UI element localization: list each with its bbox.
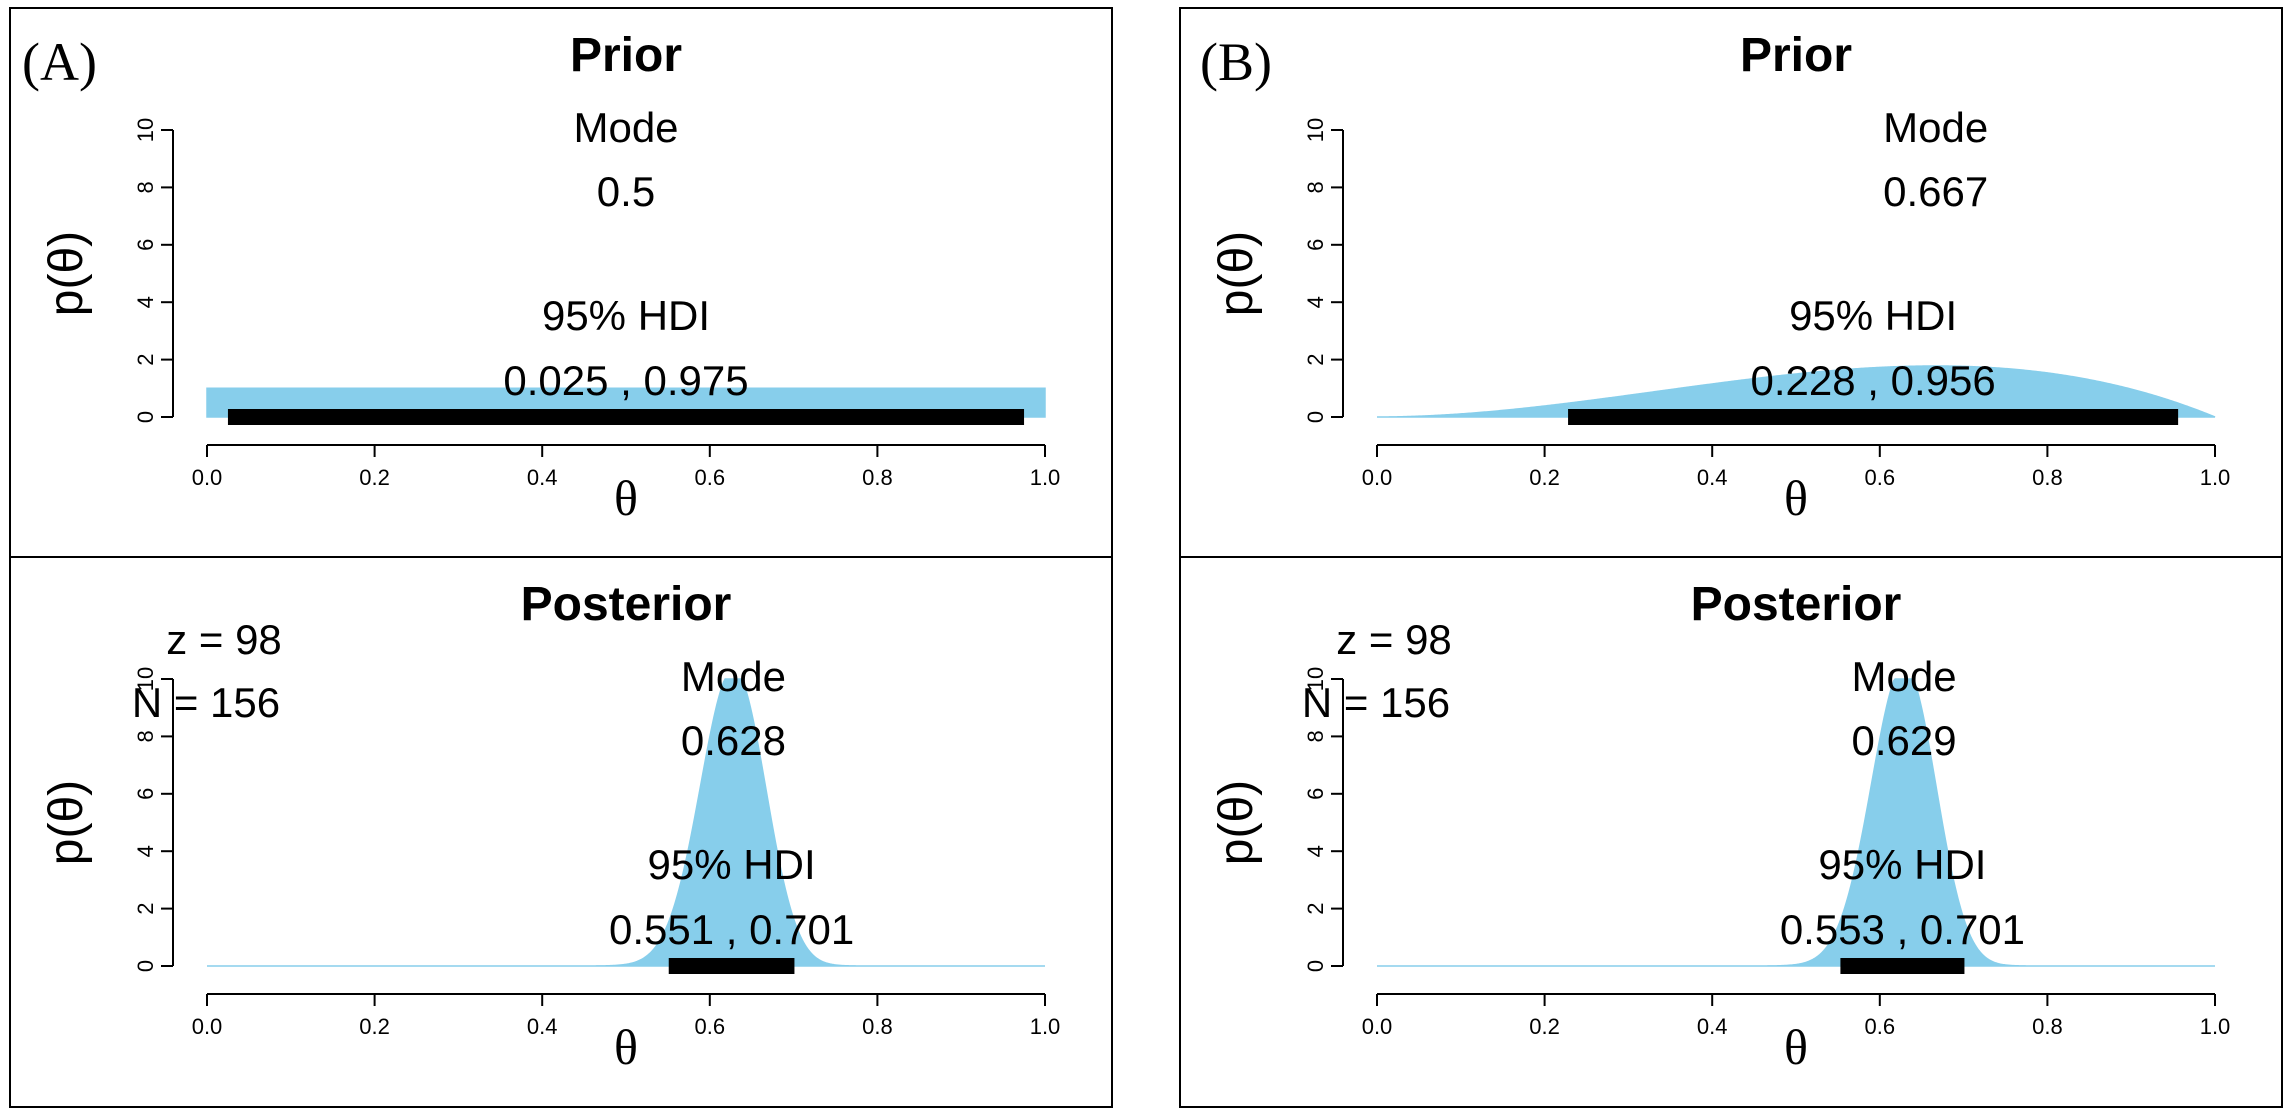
mode-label: Mode: [1852, 653, 1957, 700]
x-axis-label: θ: [1784, 1019, 1808, 1075]
y-tick-label: 6: [1303, 239, 1328, 251]
y-tick-label: 2: [1303, 353, 1328, 365]
y-tick-label: 10: [1303, 118, 1328, 142]
chart-title: Posterior: [521, 578, 732, 631]
x-tick-label: 0.6: [1865, 1014, 1896, 1039]
y-tick-label: 10: [1303, 667, 1328, 691]
mode-value: 0.5: [597, 168, 655, 215]
hdi-bar: [1568, 409, 2179, 425]
x-tick-label: 1.0: [2200, 465, 2231, 490]
x-tick-label: 0.0: [192, 1014, 223, 1039]
y-tick-label: 2: [1303, 902, 1328, 914]
y-tick-label: 0: [133, 960, 158, 972]
x-tick-label: 0.2: [359, 465, 390, 490]
hdi-bar: [1840, 958, 1965, 974]
mode-value: 0.629: [1851, 717, 1956, 764]
x-tick-label: 0.0: [1362, 1014, 1393, 1039]
panel-frame: [1179, 556, 2283, 1108]
y-axis-label: p(θ): [1210, 231, 1263, 316]
y-tick-label: 10: [133, 118, 158, 142]
hdi-label: 95% HDI: [1818, 841, 1986, 888]
hdi-limits: 0.553 , 0.701: [1780, 906, 2025, 953]
panel-2: Prior Mode 0.667 95% HDI 0.228 , 0.956 0.0 0.2…: [1179, 7, 2283, 558]
y-axis-label: p(θ): [1210, 780, 1263, 865]
x-tick-label: 0.2: [1529, 465, 1560, 490]
y-tick-label: 0: [1303, 411, 1328, 423]
panel-frame: [9, 556, 1113, 1108]
x-tick-label: 0.2: [359, 1014, 390, 1039]
hdi-limits: 0.551 , 0.701: [609, 906, 854, 953]
y-tick-label: 8: [133, 181, 158, 193]
x-tick-label: 0.4: [527, 465, 558, 490]
x-axis-label: θ: [614, 1019, 638, 1075]
x-tick-label: 0.6: [695, 1014, 726, 1039]
x-axis-label: θ: [614, 470, 638, 526]
hdi-limits: 0.228 , 0.956: [1750, 357, 1995, 404]
panel-1: Prior Mode 0.5 95% HDI 0.025 , 0.975 0.0 0.2 0.…: [9, 7, 1113, 558]
y-tick-label: 8: [1303, 181, 1328, 193]
x-tick-label: 1.0: [1030, 1014, 1061, 1039]
x-tick-label: 0.0: [192, 465, 223, 490]
hdi-label: 95% HDI: [648, 841, 816, 888]
mode-label: Mode: [681, 653, 786, 700]
y-tick-label: 10: [133, 667, 158, 691]
y-tick-label: 0: [133, 411, 158, 423]
y-tick-label: 2: [133, 353, 158, 365]
panel-label: (A): [22, 32, 97, 92]
x-tick-label: 0.2: [1529, 1014, 1560, 1039]
y-tick-label: 4: [1303, 296, 1328, 308]
x-tick-label: 0.6: [695, 465, 726, 490]
y-tick-label: 8: [1303, 730, 1328, 742]
panel-4: Posterior Mode 0.629 95% HDI 0.553 , 0.701 z …: [1179, 556, 2283, 1108]
hdi-bar: [227, 409, 1025, 425]
density-area: [1377, 678, 2215, 967]
panel-frame: [1179, 7, 2283, 558]
y-tick-label: 2: [133, 902, 158, 914]
density-area: [1377, 365, 2216, 418]
y-axis-label: p(θ): [40, 780, 93, 865]
density-area: [207, 678, 1045, 967]
hdi-label: 95% HDI: [542, 292, 710, 339]
x-tick-label: 1.0: [2200, 1014, 2231, 1039]
mode-label: Mode: [573, 104, 678, 151]
panel-frame: [9, 7, 1113, 558]
hdi-limits: 0.025 , 0.975: [503, 357, 748, 404]
n-count-label: N = 156: [1302, 679, 1450, 726]
x-tick-label: 0.4: [527, 1014, 558, 1039]
x-tick-label: 0.8: [2032, 1014, 2063, 1039]
y-tick-label: 6: [133, 788, 158, 800]
x-tick-label: 0.6: [1865, 465, 1896, 490]
x-tick-label: 0.8: [2032, 465, 2063, 490]
x-axis-label: θ: [1784, 470, 1808, 526]
x-tick-label: 1.0: [1030, 465, 1061, 490]
chart-title: Prior: [570, 29, 682, 82]
y-axis-label: p(θ): [40, 231, 93, 316]
x-tick-label: 0.8: [862, 465, 893, 490]
y-tick-label: 4: [1303, 845, 1328, 857]
y-tick-label: 4: [133, 845, 158, 857]
mode-value: 0.628: [681, 717, 786, 764]
chart-title: Posterior: [1691, 578, 1902, 631]
z-count-label: z = 98: [166, 616, 282, 663]
mode-value: 0.667: [1883, 168, 1988, 215]
z-count-label: z = 98: [1336, 616, 1452, 663]
x-tick-label: 0.4: [1697, 465, 1728, 490]
chart-title: Prior: [1740, 29, 1852, 82]
y-tick-label: 0: [1303, 960, 1328, 972]
x-tick-label: 0.8: [862, 1014, 893, 1039]
n-count-label: N = 156: [132, 679, 280, 726]
y-tick-label: 8: [133, 730, 158, 742]
y-tick-label: 6: [133, 239, 158, 251]
x-tick-label: 0.4: [1697, 1014, 1728, 1039]
y-tick-label: 4: [133, 296, 158, 308]
x-tick-label: 0.0: [1362, 465, 1393, 490]
hdi-label: 95% HDI: [1789, 292, 1957, 339]
mode-label: Mode: [1883, 104, 1988, 151]
panel-label: (B): [1200, 32, 1272, 92]
y-tick-label: 6: [1303, 788, 1328, 800]
hdi-bar: [668, 958, 795, 974]
